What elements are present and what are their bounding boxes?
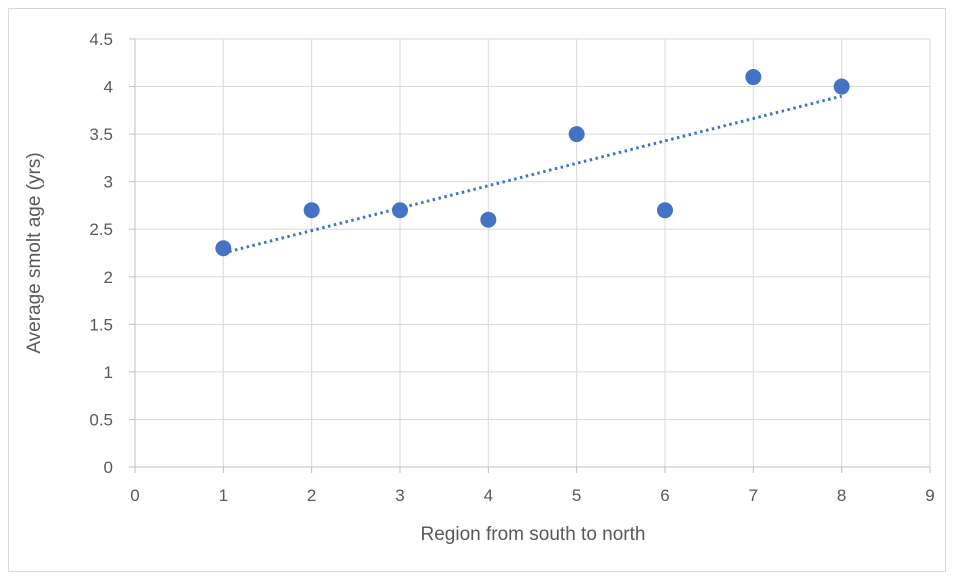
- chart-frame: [8, 8, 946, 572]
- y-tick-label: 3.5: [89, 125, 113, 144]
- data-point: [480, 211, 497, 228]
- y-tick-label: 1.5: [89, 315, 113, 334]
- data-point: [745, 69, 762, 86]
- data-point: [215, 240, 232, 257]
- x-tick-label: 3: [395, 486, 404, 505]
- data-point: [657, 202, 673, 219]
- y-axis-title: Average smolt age (yrs): [24, 152, 45, 353]
- y-tick-label: 2.5: [89, 220, 113, 239]
- x-tick-label: 7: [749, 486, 758, 505]
- y-tick-label: 1: [104, 363, 113, 382]
- y-tick-label: 3: [104, 173, 113, 192]
- axes: [129, 38, 931, 473]
- x-tick-label: 8: [837, 486, 846, 505]
- data-point: [568, 126, 585, 143]
- y-tick-label: 0: [104, 458, 113, 477]
- x-tick-label: 2: [307, 486, 316, 505]
- x-tick-label: 4: [484, 486, 493, 505]
- x-tick-label: 9: [925, 486, 934, 505]
- x-tick-label: 1: [219, 486, 228, 505]
- trendline-group: [222, 94, 843, 255]
- x-tick-label: 6: [660, 486, 669, 505]
- y-tick-label: 0.5: [89, 410, 113, 429]
- data-point: [833, 78, 850, 95]
- y-tick-label: 4.5: [89, 30, 113, 49]
- x-tick-label: 5: [572, 486, 581, 505]
- data-points: [215, 69, 850, 257]
- x-axis-title: Region from south to north: [421, 524, 646, 545]
- trendline: [222, 94, 843, 255]
- data-point: [392, 202, 408, 219]
- x-tick-label: 0: [130, 486, 139, 505]
- y-tick-label: 2: [104, 268, 113, 287]
- y-tick-label: 4: [104, 78, 113, 97]
- data-point: [303, 202, 320, 219]
- tick-labels: 0 0.5 1 1.5 2 2.5 3 3.5 4 4.5 0 1 2 3 4 5 6 7 8 9: [89, 30, 934, 505]
